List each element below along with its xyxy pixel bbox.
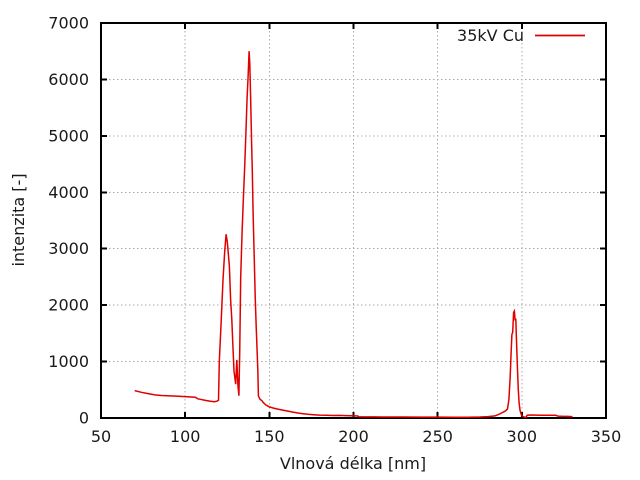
x-tick-label: 200 (338, 427, 369, 446)
spectrum-curve (134, 51, 573, 418)
data-series (134, 51, 573, 418)
y-tick-label: 1000 (48, 352, 89, 371)
gridlines (101, 23, 606, 418)
y-tick-label: 5000 (48, 126, 89, 145)
y-tick-label: 4000 (48, 183, 89, 202)
tick-labels: 50 100 150 200 250 300 350 0 1000 2000 3000 4000 500… (48, 14, 621, 447)
y-tick-label: 7000 (48, 14, 89, 33)
x-tick-label: 150 (254, 427, 285, 446)
y-tick-label: 3000 (48, 239, 89, 258)
legend: 35kV Cu (457, 26, 585, 45)
x-tick-label: 350 (591, 427, 622, 446)
x-tick-label: 300 (507, 427, 538, 446)
x-tick-label: 100 (170, 427, 201, 446)
y-tick-label: 2000 (48, 296, 89, 315)
y-tick-label: 0 (79, 409, 89, 428)
plot-border (100, 22, 607, 419)
y-axis-title: intenzita [-] (9, 173, 28, 266)
y-tick-label: 6000 (48, 70, 89, 89)
x-axis-title: Vlnová délka [nm] (280, 454, 426, 473)
x-tick-label: 250 (422, 427, 453, 446)
legend-label: 35kV Cu (457, 26, 524, 45)
x-tick-label: 50 (91, 427, 111, 446)
